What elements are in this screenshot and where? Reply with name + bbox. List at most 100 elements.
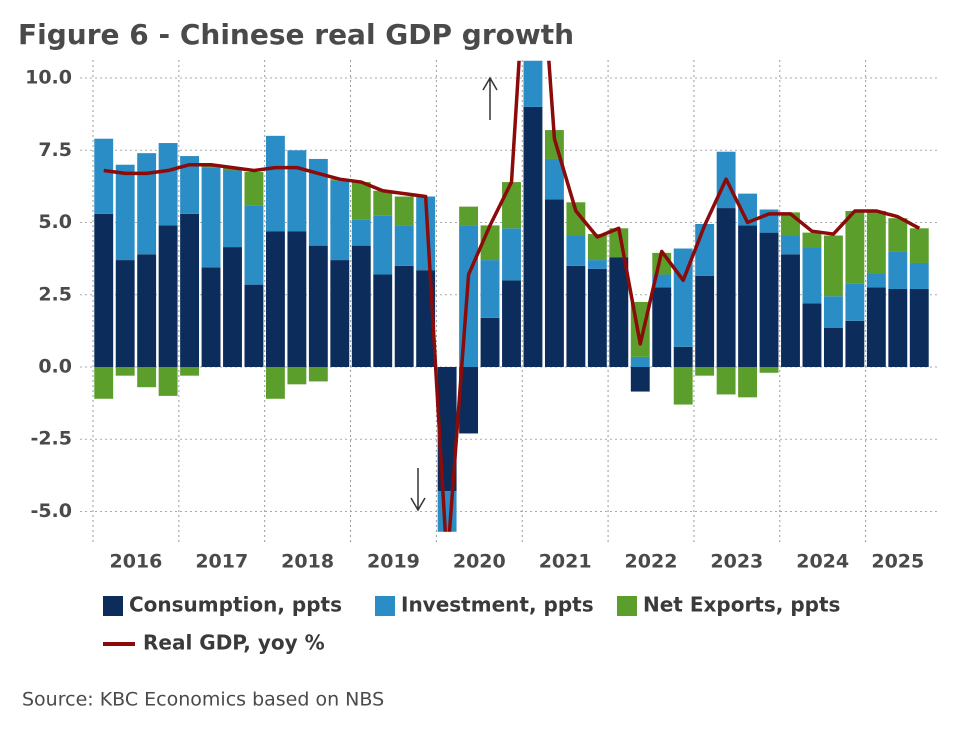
bar bbox=[845, 320, 865, 367]
bar bbox=[394, 225, 414, 266]
bar bbox=[909, 262, 929, 289]
bar bbox=[265, 231, 285, 367]
line bbox=[103, 60, 921, 532]
bar bbox=[845, 283, 865, 321]
bar bbox=[544, 158, 564, 200]
x-tick-label: 2023 bbox=[710, 551, 763, 573]
bar bbox=[738, 366, 758, 398]
bar bbox=[609, 257, 629, 367]
y-tick-label: -2.5 bbox=[30, 428, 72, 450]
legend-label: Consumption, ppts bbox=[129, 593, 342, 617]
chart-title: Figure 6 - Chinese real GDP growth bbox=[18, 18, 574, 51]
bar bbox=[137, 153, 157, 255]
bar bbox=[866, 210, 886, 274]
plot-area bbox=[94, 60, 929, 532]
y-tick-label: 10.0 bbox=[25, 67, 72, 89]
bar bbox=[802, 303, 822, 367]
bar bbox=[351, 245, 371, 367]
bar bbox=[394, 196, 414, 226]
bar bbox=[180, 156, 200, 214]
bar bbox=[158, 366, 178, 396]
bar bbox=[480, 317, 500, 367]
bar bbox=[158, 143, 178, 226]
bar bbox=[866, 273, 886, 288]
bar bbox=[330, 260, 350, 367]
arrow-up bbox=[482, 76, 498, 120]
y-tick-label: 2.5 bbox=[38, 283, 72, 305]
bar bbox=[845, 210, 865, 284]
bar bbox=[802, 232, 822, 248]
bar bbox=[459, 366, 479, 434]
annotation-arrows bbox=[410, 76, 498, 512]
bar bbox=[244, 205, 264, 285]
bar bbox=[115, 260, 135, 367]
x-tick-label: 2019 bbox=[367, 551, 420, 573]
y-tick-label: -5.0 bbox=[30, 500, 72, 522]
arrow-down bbox=[410, 468, 426, 512]
x-tick-label: 2020 bbox=[453, 551, 506, 573]
bar bbox=[502, 182, 521, 229]
bar bbox=[544, 199, 564, 367]
bar bbox=[265, 366, 285, 399]
bar bbox=[523, 60, 543, 107]
bar bbox=[373, 215, 393, 275]
bar bbox=[308, 366, 328, 382]
bar bbox=[94, 366, 114, 399]
y-tick-label: 7.5 bbox=[38, 139, 72, 161]
bar bbox=[630, 366, 650, 392]
bar bbox=[223, 170, 242, 248]
x-tick-label: 2017 bbox=[195, 551, 248, 573]
y-tick-label: 0.0 bbox=[38, 355, 72, 377]
x-tick-label: 2016 bbox=[109, 551, 162, 573]
bar bbox=[201, 267, 221, 367]
bar bbox=[909, 288, 929, 367]
bar bbox=[180, 366, 200, 376]
bar bbox=[759, 232, 779, 367]
bar bbox=[716, 366, 736, 395]
bar bbox=[308, 158, 328, 246]
bar bbox=[823, 296, 843, 328]
bar bbox=[673, 346, 693, 367]
legend-swatch bbox=[103, 596, 123, 616]
bar bbox=[566, 235, 586, 266]
x-tick-label: 2022 bbox=[625, 551, 678, 573]
bar bbox=[94, 138, 114, 214]
bar bbox=[673, 366, 693, 405]
bar bbox=[781, 254, 800, 367]
legend-label: Net Exports, ppts bbox=[643, 593, 840, 617]
bar bbox=[523, 106, 543, 367]
bar bbox=[137, 366, 157, 388]
bar bbox=[888, 288, 908, 367]
bar bbox=[502, 280, 521, 367]
bar bbox=[866, 287, 886, 367]
bar bbox=[502, 228, 521, 281]
bar bbox=[265, 135, 285, 232]
legend: Consumption, ppts Investment, ppts Net Exp… bbox=[103, 593, 840, 655]
x-tick-label: 2018 bbox=[281, 551, 334, 573]
bar bbox=[716, 208, 736, 367]
bar bbox=[587, 268, 607, 367]
source-note: Source: KBC Economics based on NBS bbox=[22, 689, 384, 711]
bar bbox=[823, 327, 843, 367]
bar bbox=[781, 235, 800, 255]
x-tick-label: 2024 bbox=[796, 551, 849, 573]
bar bbox=[888, 251, 908, 289]
bar bbox=[738, 225, 758, 367]
bar bbox=[759, 366, 779, 373]
bar bbox=[695, 275, 715, 367]
bar bbox=[287, 366, 307, 385]
bar bbox=[566, 265, 586, 367]
bar bbox=[94, 213, 114, 367]
bar bbox=[695, 223, 715, 276]
bar bbox=[566, 202, 586, 236]
bar bbox=[137, 254, 157, 367]
bar bbox=[888, 218, 908, 252]
bar bbox=[244, 171, 264, 206]
bar bbox=[351, 182, 371, 220]
bar bbox=[695, 366, 715, 376]
bar bbox=[587, 260, 607, 269]
bar bbox=[351, 219, 371, 246]
legend-label: Real GDP, yoy % bbox=[143, 631, 325, 655]
